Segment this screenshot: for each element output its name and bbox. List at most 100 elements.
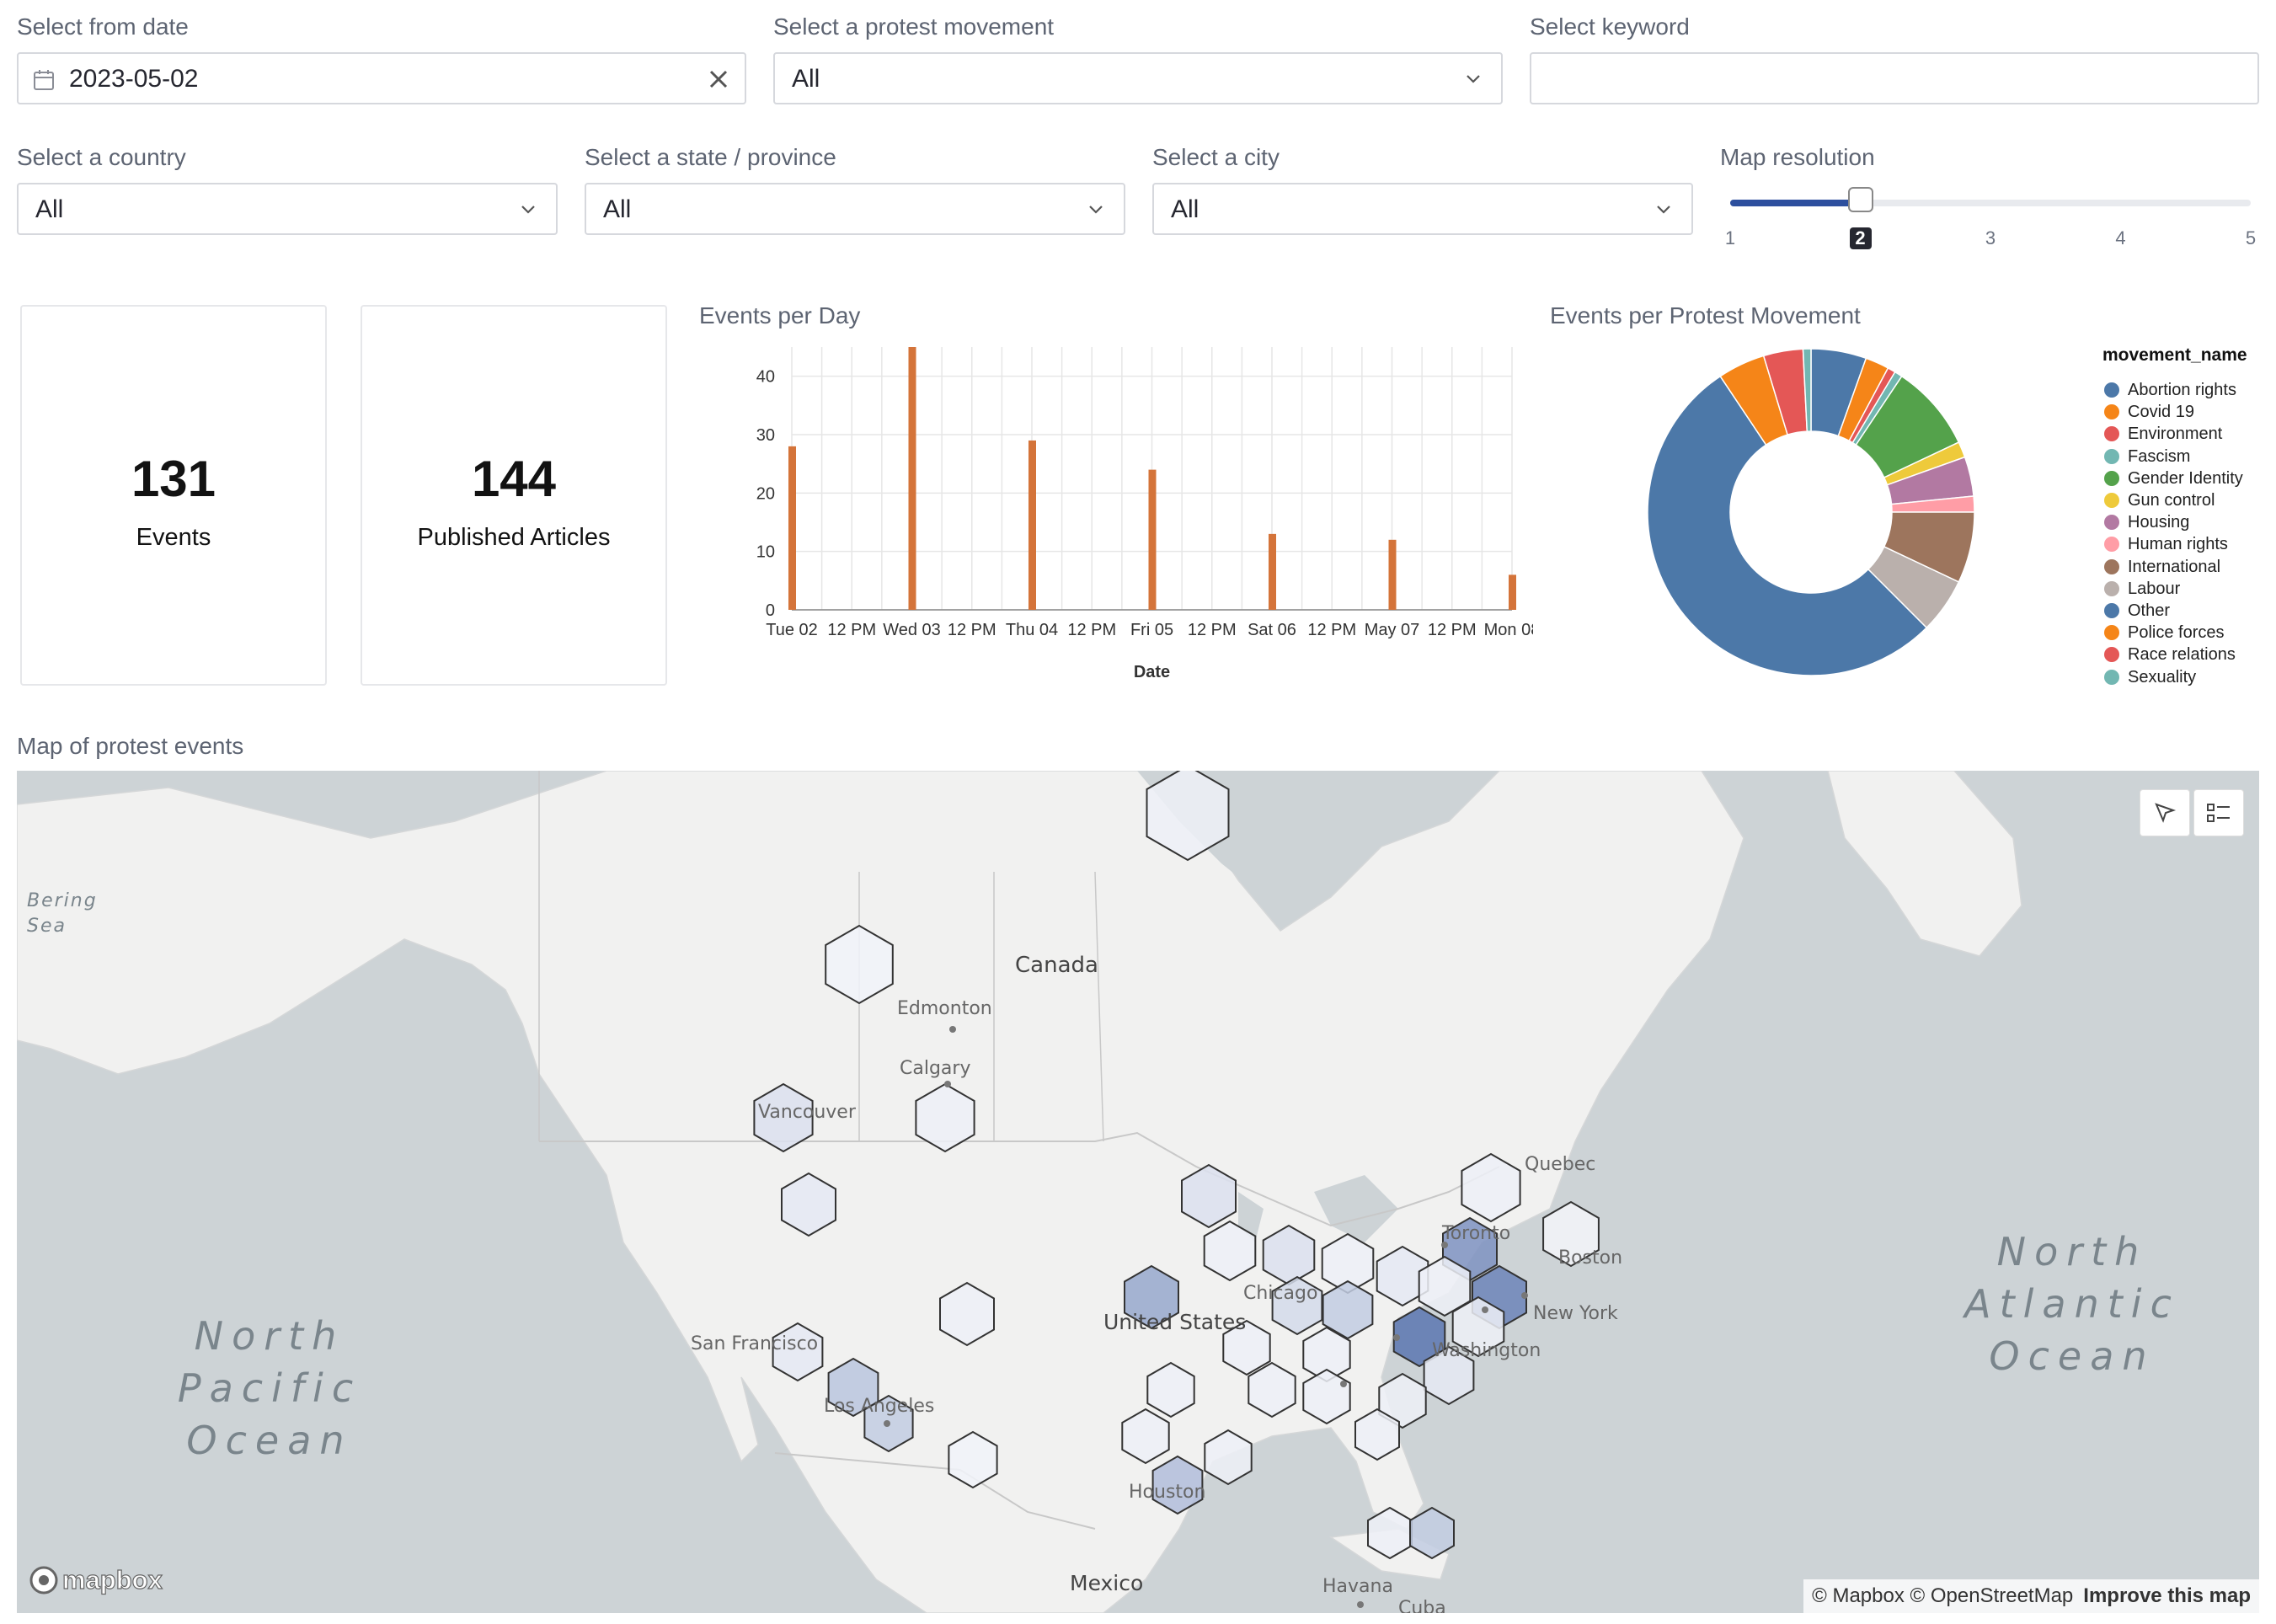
hexbin-cell — [1151, 1455, 1204, 1515]
hexbin-cell — [1203, 1220, 1257, 1282]
hexbin-cell — [1461, 1152, 1521, 1223]
legend-item: Abortion rights — [2104, 381, 2236, 400]
legend-label: Race relations — [2128, 645, 2236, 665]
hexbin-cell — [1146, 1361, 1195, 1418]
washington-label: Washington — [1432, 1340, 1541, 1361]
resolution-slider-fill — [1730, 200, 1861, 206]
hexbin-cell — [1121, 1408, 1170, 1465]
hexbin-layer[interactable] — [753, 771, 1600, 1608]
hexbin-cell — [1302, 1368, 1351, 1425]
legend-swatch — [2104, 404, 2119, 420]
legend-item: Gender Identity — [2104, 469, 2243, 489]
bar — [788, 446, 796, 610]
hexbin-cell — [772, 1322, 824, 1382]
united-states-label: United States — [1103, 1310, 1247, 1334]
legend-item: Police forces — [2104, 623, 2225, 643]
havana-label: Havana — [1322, 1576, 1393, 1597]
legend-item: International — [2104, 558, 2220, 577]
hexbin-cell — [1409, 1506, 1455, 1560]
houston-label: Houston — [1129, 1482, 1206, 1503]
movement-select[interactable]: All — [773, 52, 1503, 104]
map-canvas[interactable] — [17, 771, 2259, 1613]
x-tick-label: Tue 02 — [766, 621, 818, 639]
legend-item: Race relations — [2104, 645, 2236, 665]
x-tick-label: Mon 08 — [1484, 621, 1533, 639]
country-value: All — [35, 195, 64, 223]
y-tick-label: 10 — [756, 543, 775, 562]
legend-label: International — [2128, 557, 2221, 576]
chevron-down-icon — [1657, 206, 1670, 214]
resolution-label: Map resolution — [1720, 144, 1875, 170]
legend-item: Gun control — [2104, 491, 2215, 510]
legend-label: Other — [2128, 601, 2171, 620]
events-chart-title: Events per Day — [699, 302, 861, 329]
events-per-movement-chart — [1647, 348, 1975, 676]
chevron-down-icon — [1467, 75, 1480, 83]
bering-sea-label: Bering Sea — [27, 890, 98, 937]
pointer-icon — [2155, 803, 2177, 823]
hexbin-cell — [948, 1430, 998, 1489]
canada-province-border — [1094, 871, 1104, 1142]
hexbin-cell — [1378, 1372, 1427, 1429]
legend-toggle-button[interactable] — [2193, 789, 2244, 836]
state-select[interactable]: All — [585, 183, 1125, 235]
legend-label: Sexuality — [2128, 667, 2197, 686]
events-card: 131 Events — [20, 305, 327, 686]
events-per-day-chart: 0 10 20 30 40 Tue 02 12 PM Wed 03 12 PM Thu 04 12 … — [756, 347, 1533, 681]
protest-map[interactable]: Bering Sea Canada Edmonton Calgary Vanco… — [17, 771, 2259, 1613]
clear-icon[interactable] — [708, 68, 729, 90]
hexbin-cell — [1418, 1255, 1472, 1317]
hexbin-cell — [915, 1082, 975, 1153]
improve-map-link[interactable]: Improve this map — [2083, 1584, 2251, 1607]
keyword-input[interactable] — [1530, 52, 2259, 104]
hexbin-cell — [1124, 1264, 1179, 1330]
map-title: Map of protest events — [17, 733, 244, 759]
hexbin-cell — [1392, 1306, 1446, 1368]
x-tick-label: May 07 — [1365, 621, 1420, 639]
vancouver-label: Vancouver — [758, 1102, 856, 1123]
country-select[interactable]: All — [17, 183, 558, 235]
x-tick-label: 12 PM — [1188, 621, 1237, 639]
mapbox-logo[interactable]: mapbox — [29, 1564, 163, 1596]
movement-value: All — [792, 65, 820, 93]
legend-item: Housing — [2104, 513, 2189, 532]
legend-label: Covid 19 — [2128, 403, 2194, 422]
city-marker — [1521, 1292, 1528, 1299]
calgary-label: Calgary — [900, 1058, 971, 1079]
bar — [1148, 469, 1157, 610]
select-tool-button[interactable] — [2140, 789, 2190, 836]
cuba-label: Cuba — [1398, 1598, 1446, 1613]
legend-item: Other — [2104, 601, 2170, 621]
y-tick-label: 40 — [756, 368, 775, 387]
x-tick-label: 12 PM — [948, 621, 996, 639]
legend-label: Environment — [2128, 425, 2223, 444]
calendar-icon — [34, 70, 54, 90]
x-tick-label: 12 PM — [1428, 621, 1477, 639]
city-select[interactable]: All — [1152, 183, 1693, 235]
resolution-tick-label: 5 — [2245, 227, 2257, 248]
state-value: All — [603, 195, 632, 223]
from-date-value: 2023-05-02 — [69, 65, 199, 93]
legend-swatch — [2104, 470, 2119, 486]
north-atlantic-label: North Atlantic Ocean — [1964, 1229, 2180, 1379]
from-date-field[interactable]: 2023-05-02 — [17, 52, 746, 104]
hexbin-cell — [827, 1357, 879, 1418]
hexbin-cell — [1451, 1295, 1505, 1358]
boston-label: Boston — [1558, 1247, 1623, 1269]
hexbin-cell — [1146, 771, 1230, 862]
us-mexico-border — [774, 1452, 1096, 1530]
hexbin-cell — [1222, 1319, 1271, 1376]
city-marker — [884, 1420, 890, 1427]
state-label: Select a state / province — [585, 144, 836, 170]
events-caption: Events — [136, 524, 211, 551]
greenland-landmass — [1827, 771, 2022, 957]
legend-label: Labour — [2128, 579, 2181, 598]
movement-chart-title: Events per Protest Movement — [1550, 302, 1861, 329]
resolution-tick-label: 3 — [1985, 227, 1996, 248]
resolution-slider-track[interactable] — [1730, 187, 2251, 212]
resolution-slider-thumb[interactable] — [1847, 187, 1873, 212]
x-axis-title: Date — [1134, 663, 1170, 681]
legend-label: Housing — [2128, 513, 2190, 532]
legend-item: Environment — [2104, 425, 2222, 444]
attribution-text[interactable]: © Mapbox © OpenStreetMap — [1812, 1584, 2074, 1607]
